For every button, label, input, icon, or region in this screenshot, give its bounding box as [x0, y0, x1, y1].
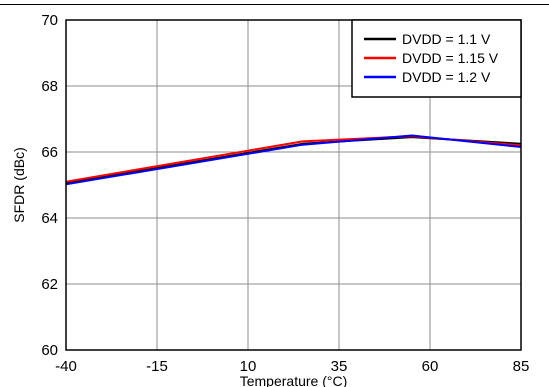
y-tick-label: 70 — [41, 12, 58, 29]
series-lines — [65, 134, 522, 186]
x-tick-label: 60 — [422, 358, 439, 375]
y-tick-label: 66 — [41, 144, 58, 161]
x-axis-label: Temperature (°C) — [240, 373, 348, 387]
x-tick-label: 35 — [331, 358, 348, 375]
legend: DVDD = 1.1 V DVDD = 1.15 V DVDD = 1.2 V — [351, 19, 522, 98]
x-tick-labels: -40 -15 10 35 60 85 — [55, 358, 529, 375]
y-tick-label: 60 — [41, 342, 58, 359]
x-tick-label: 85 — [513, 358, 530, 375]
legend-label: DVDD = 1.1 V — [402, 31, 491, 47]
top-rule — [0, 4, 549, 5]
legend-label: DVDD = 1.2 V — [402, 69, 491, 85]
y-tick-label: 64 — [41, 210, 58, 227]
y-tick-labels: 60 62 64 66 68 70 — [41, 12, 58, 359]
y-axis-label: SFDR (dBc) — [11, 147, 27, 222]
x-tick-label: -40 — [55, 358, 77, 375]
plot-frame — [65, 19, 522, 351]
y-tick-label: 68 — [41, 78, 58, 95]
x-tick-label: 10 — [240, 358, 257, 375]
y-tick-label: 62 — [41, 276, 58, 293]
legend-label: DVDD = 1.15 V — [402, 50, 499, 66]
x-tick-label: -15 — [146, 358, 168, 375]
series-line-3 — [65, 134, 522, 186]
